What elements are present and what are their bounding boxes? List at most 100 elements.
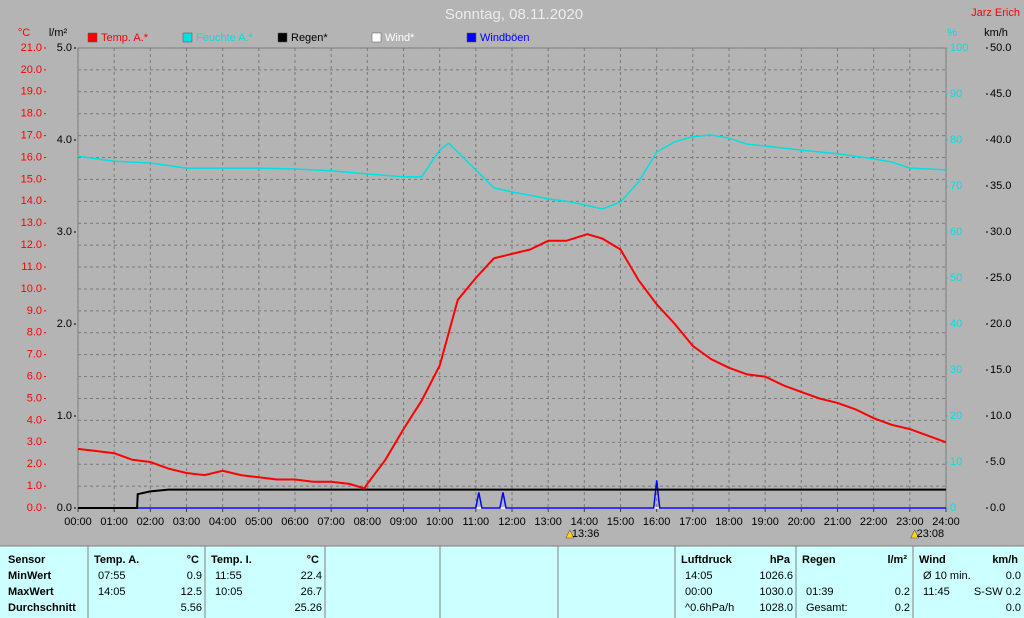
series-line bbox=[77, 233, 947, 490]
y-tick-label: 25.0 bbox=[990, 272, 1011, 284]
table-panel bbox=[0, 546, 1024, 618]
y-tick-label: 2.0 bbox=[57, 318, 72, 330]
cell-value: 1030.0 bbox=[759, 586, 793, 598]
x-tick-label: 12:00 bbox=[498, 516, 526, 528]
group-name: Wind bbox=[919, 554, 946, 566]
axis-unit: % bbox=[947, 27, 957, 39]
x-tick-label: 03:00 bbox=[173, 516, 201, 528]
cell-time: 01:39 bbox=[806, 586, 834, 598]
x-tick-label: 07:00 bbox=[317, 516, 345, 528]
y-tick-label: 20 bbox=[950, 410, 962, 422]
group-unit: hPa bbox=[770, 554, 791, 566]
group-unit: km/h bbox=[992, 554, 1018, 566]
y-tick-label: 10 bbox=[950, 456, 962, 468]
y-tick-label: 0 bbox=[950, 502, 956, 514]
x-tick-label: 05:00 bbox=[245, 516, 273, 528]
y-tick-label: 100 bbox=[950, 42, 968, 54]
legend-swatch bbox=[371, 32, 382, 43]
y-tick-label: 90 bbox=[950, 88, 962, 100]
table-header: Sensor bbox=[8, 554, 46, 566]
cell-value: 0.2 bbox=[895, 586, 910, 598]
cell-time: Ø 10 min. bbox=[923, 570, 971, 582]
y-tick-label: 19.0 bbox=[21, 86, 42, 98]
y-tick-label: 10.0 bbox=[990, 410, 1011, 422]
row-label: Durchschnitt bbox=[8, 602, 76, 614]
cell-time: ^0.6hPa/h bbox=[685, 602, 734, 614]
y-tick-label: 30 bbox=[950, 364, 962, 376]
y-tick-label: 7.0 bbox=[27, 349, 42, 361]
y-tick-label: 6.0 bbox=[27, 370, 42, 382]
cell-value: 25.26 bbox=[294, 602, 322, 614]
annotation-icon bbox=[565, 529, 575, 539]
y-tick-label: 11.0 bbox=[21, 261, 42, 273]
cell-time: 14:05 bbox=[685, 570, 713, 582]
author: Jarz Erich bbox=[971, 7, 1020, 19]
x-tick-label: 15:00 bbox=[607, 516, 635, 528]
y-tick-label: 1.0 bbox=[57, 410, 72, 422]
x-tick-label: 19:00 bbox=[751, 516, 779, 528]
y-tick-label: 8.0 bbox=[27, 327, 42, 339]
annotation: 23:08 bbox=[917, 528, 945, 540]
y-tick-label: 50 bbox=[950, 272, 962, 284]
row-label: MaxWert bbox=[8, 586, 54, 598]
legend-label: Windböen bbox=[480, 32, 530, 44]
row-label: MinWert bbox=[8, 570, 52, 582]
y-tick-label: 5.0 bbox=[57, 42, 72, 54]
group-unit: °C bbox=[307, 554, 319, 566]
cell-value: 0.2 bbox=[895, 602, 910, 614]
y-tick-label: 0.0 bbox=[990, 502, 1005, 514]
y-tick-label: 60 bbox=[950, 226, 962, 238]
cell-time: 07:55 bbox=[98, 570, 126, 582]
y-tick-label: 50.0 bbox=[990, 42, 1011, 54]
y-tick-label: 18.0 bbox=[21, 108, 42, 120]
y-tick-label: 17.0 bbox=[21, 130, 42, 142]
y-tick-label: 16.0 bbox=[21, 151, 42, 163]
legend-label: Feuchte A.* bbox=[196, 32, 254, 44]
y-tick-label: 40.0 bbox=[990, 134, 1011, 146]
summary-table: Sensor MinWert MaxWert Durchschnitt Temp. A.… bbox=[8, 546, 1021, 618]
cell-value: 12.5 bbox=[181, 586, 202, 598]
y-tick-label: 45.0 bbox=[990, 88, 1011, 100]
cell-value: 0.9 bbox=[187, 570, 202, 582]
x-tick-label: 11:00 bbox=[462, 516, 489, 528]
cell-value: 22.4 bbox=[301, 570, 322, 582]
legend-swatch bbox=[182, 32, 193, 43]
y-tick-label: 2.0 bbox=[27, 458, 42, 470]
cell-value: 0.0 bbox=[1006, 602, 1021, 614]
cell-time: Gesamt: bbox=[806, 602, 848, 614]
y-tick-label: 9.0 bbox=[27, 305, 42, 317]
x-tick-label: 01:00 bbox=[100, 516, 128, 528]
cell-time: 11:55 bbox=[215, 570, 242, 582]
y-tick-label: 0.0 bbox=[57, 502, 72, 514]
x-tick-label: 14:00 bbox=[571, 516, 599, 528]
y-tick-label: 15.0 bbox=[990, 364, 1011, 376]
cell-value: 1028.0 bbox=[759, 602, 793, 614]
x-tick-label: 08:00 bbox=[354, 516, 382, 528]
cell-time: 00:00 bbox=[685, 586, 713, 598]
group-name: Temp. I. bbox=[211, 554, 252, 566]
y-tick-label: 21.0 bbox=[21, 42, 42, 54]
y-tick-label: 20.0 bbox=[21, 64, 42, 76]
x-tick-label: 13:00 bbox=[534, 516, 562, 528]
x-tick-label: 18:00 bbox=[715, 516, 743, 528]
cell-value: 1026.6 bbox=[759, 570, 793, 582]
x-tick-label: 00:00 bbox=[64, 516, 92, 528]
y-tick-label: 35.0 bbox=[990, 180, 1011, 192]
legend-swatch bbox=[277, 32, 288, 43]
legend-label: Wind* bbox=[385, 32, 415, 44]
cell-value: S-SW 0.2 bbox=[974, 586, 1021, 598]
y-tick-label: 0.0 bbox=[27, 502, 42, 514]
group-unit: l/m² bbox=[887, 554, 907, 566]
x-tick-label: 17:00 bbox=[679, 516, 707, 528]
y-tick-label: 4.0 bbox=[57, 134, 72, 146]
chart-title: Sonntag, 08.11.2020 bbox=[445, 6, 583, 23]
y-tick-label: 40 bbox=[950, 318, 962, 330]
cell-value: 26.7 bbox=[301, 586, 322, 598]
x-tick-label: 21:00 bbox=[824, 516, 852, 528]
y-tick-label: 5.0 bbox=[990, 456, 1005, 468]
axis-unit: °C bbox=[18, 27, 30, 39]
x-tick-label: 16:00 bbox=[643, 516, 671, 528]
group-unit: °C bbox=[187, 554, 199, 566]
group-name: Temp. A. bbox=[94, 554, 139, 566]
y-tick-label: 13.0 bbox=[21, 217, 42, 229]
